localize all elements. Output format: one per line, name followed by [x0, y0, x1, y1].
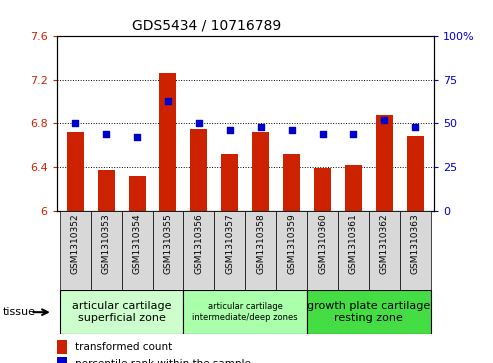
Text: GSM1310362: GSM1310362	[380, 213, 389, 274]
Text: GSM1310355: GSM1310355	[164, 213, 173, 274]
Text: GSM1310359: GSM1310359	[287, 213, 296, 274]
FancyBboxPatch shape	[183, 211, 214, 290]
FancyBboxPatch shape	[214, 211, 245, 290]
Bar	[57, 340, 67, 354]
Text: GSM1310358: GSM1310358	[256, 213, 265, 274]
FancyBboxPatch shape	[245, 211, 276, 290]
Point	[102, 131, 110, 137]
Text: GSM1310357: GSM1310357	[225, 213, 234, 274]
Bar	[407, 136, 424, 211]
Point	[71, 121, 79, 126]
Text: growth plate cartilage
resting zone: growth plate cartilage resting zone	[307, 301, 430, 323]
Point	[350, 131, 357, 137]
Text: articular cartilage
intermediate/deep zones: articular cartilage intermediate/deep zo…	[192, 302, 298, 322]
Bar	[57, 357, 67, 363]
Bar	[283, 154, 300, 211]
Text: GSM1310363: GSM1310363	[411, 213, 420, 274]
FancyBboxPatch shape	[369, 211, 400, 290]
Text: GSM1310360: GSM1310360	[318, 213, 327, 274]
Text: GSM1310353: GSM1310353	[102, 213, 110, 274]
Text: tissue: tissue	[2, 307, 35, 317]
Point	[288, 127, 296, 133]
Point	[164, 98, 172, 104]
Bar	[159, 73, 176, 211]
FancyBboxPatch shape	[60, 290, 183, 334]
FancyBboxPatch shape	[122, 211, 152, 290]
FancyBboxPatch shape	[400, 211, 431, 290]
Text: articular cartilage
superficial zone: articular cartilage superficial zone	[72, 301, 172, 323]
Text: percentile rank within the sample: percentile rank within the sample	[75, 359, 250, 363]
FancyBboxPatch shape	[307, 290, 431, 334]
Text: transformed count: transformed count	[75, 342, 172, 352]
Point	[195, 121, 203, 126]
FancyBboxPatch shape	[307, 211, 338, 290]
Bar	[314, 168, 331, 211]
FancyBboxPatch shape	[338, 211, 369, 290]
Point	[226, 127, 234, 133]
Text: GDS5434 / 10716789: GDS5434 / 10716789	[133, 18, 282, 32]
Text: GSM1310356: GSM1310356	[194, 213, 204, 274]
Bar	[190, 129, 208, 211]
FancyBboxPatch shape	[60, 211, 91, 290]
FancyBboxPatch shape	[183, 290, 307, 334]
Bar	[67, 132, 84, 211]
Bar	[376, 115, 393, 211]
Bar	[221, 154, 238, 211]
Point	[318, 131, 326, 137]
Point	[381, 117, 388, 123]
Text: GSM1310354: GSM1310354	[133, 213, 141, 274]
Bar	[345, 165, 362, 211]
Text: GSM1310361: GSM1310361	[349, 213, 358, 274]
Point	[133, 134, 141, 140]
Bar	[129, 176, 145, 211]
Point	[257, 124, 265, 130]
FancyBboxPatch shape	[152, 211, 183, 290]
FancyBboxPatch shape	[276, 211, 307, 290]
Bar	[98, 170, 115, 211]
Text: GSM1310352: GSM1310352	[70, 213, 80, 274]
FancyBboxPatch shape	[91, 211, 122, 290]
Point	[411, 124, 419, 130]
Bar	[252, 132, 269, 211]
